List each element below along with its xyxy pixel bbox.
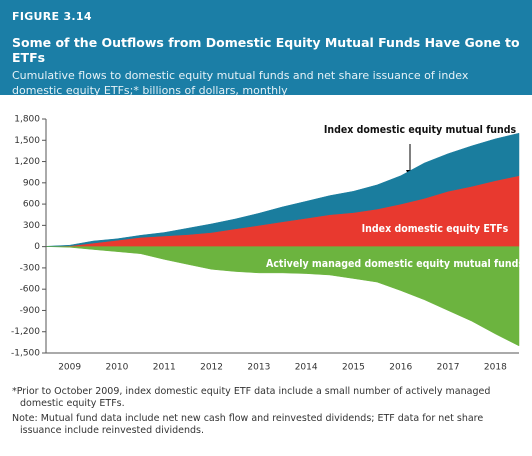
x-tick-label: 2012 bbox=[200, 363, 223, 373]
chart: 1,800 1,500 1,200 900 600 300 0 -300 -600 -900 -1,… bbox=[11, 115, 524, 373]
area bbox=[45, 132, 520, 247]
x-tick-label: 2009 bbox=[58, 363, 81, 373]
y-tick-label: 0 bbox=[34, 242, 40, 252]
x-tick-label: 2017 bbox=[437, 363, 460, 373]
x-tick-label: 2010 bbox=[105, 363, 128, 373]
notes: *Prior to October 2009, index domestic e… bbox=[12, 386, 520, 440]
y-tick-label: 900 bbox=[23, 178, 40, 188]
x-tick-label: 2015 bbox=[342, 363, 365, 373]
y-tick-label: 1,500 bbox=[14, 136, 40, 146]
area bbox=[45, 246, 520, 347]
series-label: Actively managed domestic equity mutual … bbox=[266, 258, 524, 270]
chart-subtitle: Cumulative flows to domestic equity mutu… bbox=[12, 69, 469, 97]
header: FIGURE 3.14 Some of the Outflows from Do… bbox=[0, 0, 532, 97]
x-tick-label: 2014 bbox=[295, 363, 318, 373]
chart-title: Some of the Outflows from Domestic Equit… bbox=[12, 35, 520, 65]
figure-label: FIGURE 3.14 bbox=[12, 10, 92, 23]
y-tick-label: -300 bbox=[20, 263, 41, 273]
y-tick-label: 600 bbox=[23, 200, 40, 210]
x-tick-label: 2013 bbox=[247, 363, 270, 373]
series-label: Index domestic equity ETFs bbox=[362, 223, 509, 235]
y-tick-label: -900 bbox=[20, 306, 41, 316]
x-tick-label: 2016 bbox=[389, 363, 412, 373]
y-tick-label: 1,800 bbox=[14, 115, 40, 125]
series-label: Index domestic equity mutual funds bbox=[324, 124, 517, 136]
x-tick-label: 2011 bbox=[153, 363, 176, 373]
y-tick-label: -1,500 bbox=[11, 349, 40, 359]
y-tick-label: -600 bbox=[20, 285, 41, 295]
y-tick-label: 1,200 bbox=[14, 157, 40, 167]
y-tick-label: -1,200 bbox=[11, 327, 40, 337]
x-tick-label: 2018 bbox=[484, 363, 507, 373]
note: Note: Mutual fund data include net new c… bbox=[12, 413, 484, 436]
footnote: *Prior to October 2009, index domestic e… bbox=[12, 386, 491, 409]
y-tick-label: 300 bbox=[23, 221, 40, 231]
